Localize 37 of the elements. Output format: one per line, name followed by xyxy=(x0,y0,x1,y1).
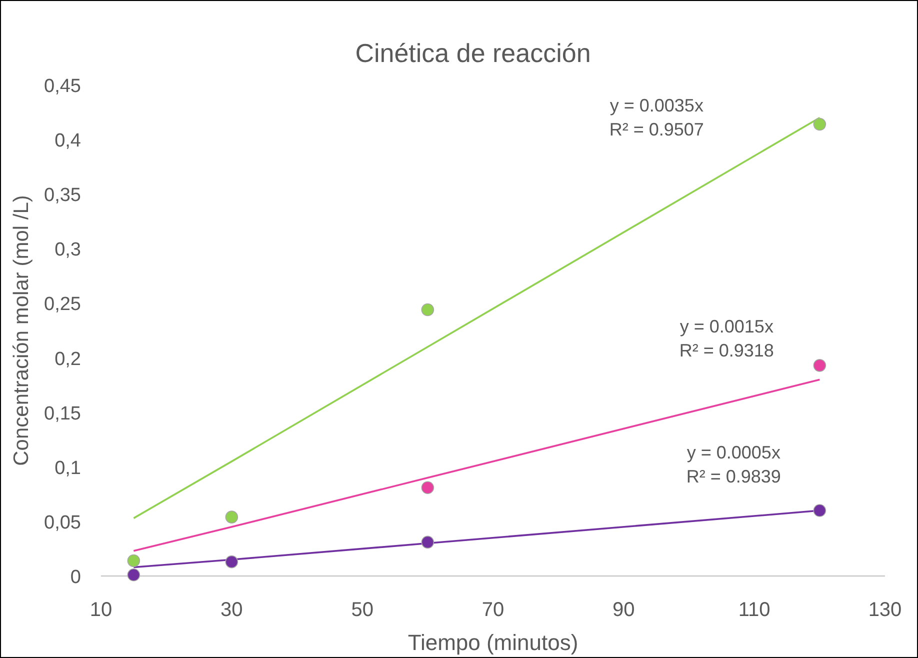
x-tick-label: 30 xyxy=(220,599,243,621)
y-tick-label: 0,1 xyxy=(54,458,81,479)
annotation: y = 0.0015x xyxy=(680,316,774,337)
point xyxy=(813,504,826,517)
y-tick-label: 0,4 xyxy=(54,130,82,152)
line-series xyxy=(132,378,821,552)
point xyxy=(813,118,826,131)
y-tick-label: 0,05 xyxy=(44,512,81,534)
y-tick-label: 0,25 xyxy=(44,294,81,316)
x-axis-title: Tiempo (minutos) xyxy=(408,630,578,655)
annotation: y = 0.0005x xyxy=(686,442,780,463)
point xyxy=(225,510,238,524)
point xyxy=(813,359,826,372)
chart-title: Cinética de reacción xyxy=(355,38,591,68)
y-tick-label: 0,15 xyxy=(44,403,81,424)
y-tick-label: 0,2 xyxy=(54,348,81,370)
point xyxy=(421,303,434,316)
x-tick-label: 110 xyxy=(738,599,770,621)
x-tick-label: 10 xyxy=(90,599,112,621)
annotation: y = 0.0035x xyxy=(610,96,704,116)
x-tick-label: 130 xyxy=(868,599,902,621)
x-tick-label: 50 xyxy=(351,599,374,621)
y-axis-title: Concentración molar (mol /L) xyxy=(10,195,33,466)
y-tick-label: 0,3 xyxy=(54,240,81,261)
x-tick-label: 90 xyxy=(612,599,635,621)
y-tick-label: 0,35 xyxy=(44,185,81,206)
annotation: R² = 0.9507 xyxy=(609,120,704,140)
y-tick-label: 0,45 xyxy=(44,76,81,97)
point xyxy=(421,481,434,494)
point xyxy=(421,536,434,549)
x-tick-label: 70 xyxy=(482,599,504,621)
annotation: R² = 0.9839 xyxy=(686,466,781,487)
point xyxy=(127,568,140,582)
point xyxy=(225,555,238,568)
annotation: R² = 0.9318 xyxy=(679,340,774,361)
y-tick-label: 0 xyxy=(70,567,81,588)
point xyxy=(127,554,140,568)
